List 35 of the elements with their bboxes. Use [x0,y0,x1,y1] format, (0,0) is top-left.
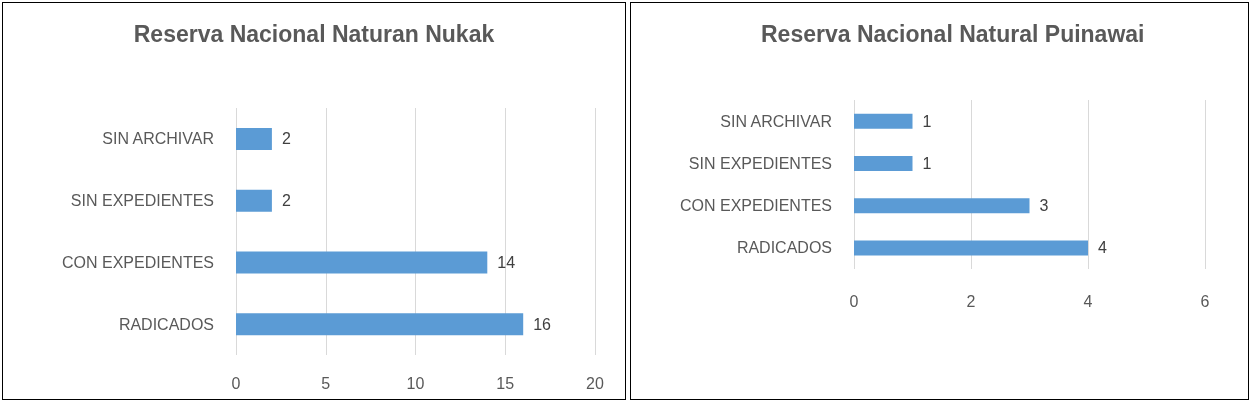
bar [236,127,272,150]
y-tick-label: RADICADOS [118,315,214,333]
data-label: 1 [922,112,932,130]
data-label: 2 [281,192,291,210]
data-label: 3 [1039,197,1049,215]
x-tick-label: 5 [321,374,331,392]
bar [236,313,524,336]
y-tick-label: CON EXPEDIENTES [61,253,214,271]
x-tick-label: 10 [406,374,425,392]
y-tick-label: RADICADOS [736,239,832,257]
data-label: 1 [922,154,932,172]
bar [854,113,913,129]
data-label: 2 [281,130,291,148]
bar [854,198,1030,214]
x-tick-label: 0 [849,292,859,310]
data-label: 4 [1098,239,1107,257]
y-tick-label: SIN ARCHIVAR [720,112,832,130]
y-tick-label: SIN EXPEDIENTES [70,192,214,210]
data-label: 16 [533,315,552,333]
bar [236,251,488,274]
bar [236,189,272,212]
data-label: 14 [497,253,516,271]
y-tick-label: CON EXPEDIENTES [679,197,832,215]
bar [854,155,913,171]
chart-title: Reserva Nacional Naturan Nukak [133,20,495,47]
x-tick-label: 15 [496,374,515,392]
x-tick-label: 0 [231,374,241,392]
y-tick-label: SIN EXPEDIENTES [688,154,832,172]
x-tick-label: 4 [1083,292,1093,310]
y-tick-label: SIN ARCHIVAR [102,130,214,148]
x-tick-label: 2 [966,292,976,310]
x-tick-label: 20 [586,374,604,392]
x-tick-label: 6 [1200,292,1210,310]
bar [854,240,1088,256]
chart-title: Reserva Nacional Natural Puinawai [761,20,1145,47]
